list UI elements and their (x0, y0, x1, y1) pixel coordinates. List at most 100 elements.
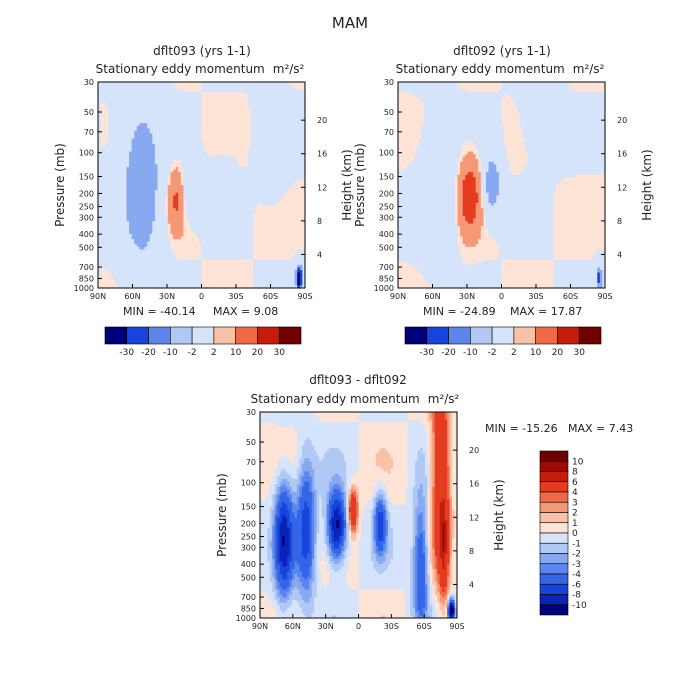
heatmap-cell (191, 215, 195, 219)
heatmap-cell (235, 179, 239, 183)
heatmap-cell (219, 192, 223, 196)
heatmap-cell (255, 87, 259, 91)
heatmap-cell (217, 174, 221, 178)
heatmap-cell (224, 151, 228, 155)
heatmap-cell (131, 102, 135, 106)
heatmap-cell (134, 169, 138, 173)
heatmap-cell (188, 115, 192, 119)
heatmap-cell (209, 138, 213, 142)
heatmap-cell (188, 223, 192, 227)
heatmap-cell (279, 172, 283, 176)
heatmap-cell (167, 226, 171, 230)
heatmap-cell (123, 92, 127, 96)
heatmap-cell (167, 138, 171, 142)
heatmap-cell (266, 130, 270, 134)
heatmap-cell (229, 226, 233, 230)
heatmap-cell (185, 141, 189, 145)
heatmap-cell (224, 92, 228, 96)
heatmap-cell (185, 100, 189, 104)
heatmap-cell (103, 130, 107, 134)
heatmap-cell (229, 100, 233, 104)
heatmap-cell (258, 156, 262, 160)
heatmap-cell (154, 197, 158, 201)
heatmap-cell (198, 161, 202, 165)
heatmap-cell (271, 192, 275, 196)
heatmap-cell (193, 223, 197, 227)
heatmap-cell (302, 164, 305, 168)
heatmap-cell (178, 226, 182, 230)
heatmap-cell (276, 148, 280, 152)
heatmap-cell (261, 94, 264, 98)
heatmap-cell (100, 231, 104, 235)
heatmap-cell (103, 172, 107, 176)
heatmap-cell (170, 213, 174, 217)
heatmap-cell (201, 100, 205, 104)
heatmap-cell (204, 174, 208, 178)
heatmap-cell (219, 143, 223, 147)
heatmap-cell (134, 110, 138, 114)
heatmap-cell (206, 177, 210, 181)
heatmap-cell (185, 118, 189, 122)
heatmap-cell (286, 148, 290, 152)
heatmap-cell (217, 213, 221, 217)
heatmap-cell (100, 236, 104, 240)
heatmap-cell (121, 166, 125, 170)
heatmap-cell (240, 92, 244, 96)
heatmap-cell (299, 159, 303, 163)
heatmap-cell (250, 120, 254, 124)
heatmap-cell (209, 84, 213, 88)
heatmap-cell (219, 130, 223, 134)
heatmap-cell (141, 192, 145, 196)
heatmap-cell (191, 141, 195, 145)
heatmap-cell (162, 215, 166, 219)
heatmap-cell (289, 226, 293, 230)
heatmap-cell (175, 218, 179, 222)
heatmap-cell (250, 239, 254, 243)
heatmap-cell (113, 208, 117, 212)
heatmap-cell (185, 156, 189, 160)
heatmap-cell (266, 200, 270, 204)
heatmap-cell (175, 172, 179, 176)
heatmap-cell (173, 179, 177, 183)
heatmap-cell (173, 112, 177, 116)
heatmap-cell (154, 112, 158, 116)
heatmap-cell (250, 197, 254, 201)
heatmap-cell (160, 136, 164, 140)
heatmap-cell (180, 138, 184, 142)
heatmap-cell (268, 213, 272, 217)
heatmap-cell (198, 169, 202, 173)
heatmap-cell (175, 136, 179, 140)
heatmap-cell (289, 228, 293, 232)
heatmap-cell (108, 210, 112, 214)
heatmap-cell (141, 120, 145, 124)
heatmap-cell (222, 102, 226, 106)
heatmap-cell (237, 110, 241, 114)
heatmap-cell (211, 213, 215, 217)
heatmap-cell (276, 82, 280, 85)
heatmap-cell (284, 123, 288, 127)
heatmap-cell (302, 177, 305, 181)
heatmap-cell (281, 179, 285, 183)
heatmap-cell (263, 195, 267, 199)
heatmap-cell (191, 120, 195, 124)
heatmap-cell (165, 185, 169, 188)
heatmap-cell (237, 192, 241, 196)
heatmap-cell (103, 190, 107, 194)
heatmap-cell (139, 174, 143, 178)
heatmap-cell (261, 177, 264, 181)
heatmap-cell (110, 213, 114, 217)
heatmap-cell (160, 115, 164, 119)
heatmap-cell (279, 205, 283, 209)
heatmap-cell (196, 164, 200, 168)
heatmap-cell (193, 130, 197, 134)
heatmap-cell (131, 92, 135, 96)
heatmap-cell (154, 89, 158, 93)
heatmap-cell (105, 177, 109, 181)
heatmap-cell (126, 218, 130, 222)
heatmap-cell (222, 182, 226, 186)
heatmap-cell (266, 84, 270, 88)
heatmap-cell (253, 172, 257, 176)
heatmap-cell (302, 195, 305, 199)
heatmap-cell (162, 136, 166, 140)
heatmap-cell (250, 187, 254, 191)
